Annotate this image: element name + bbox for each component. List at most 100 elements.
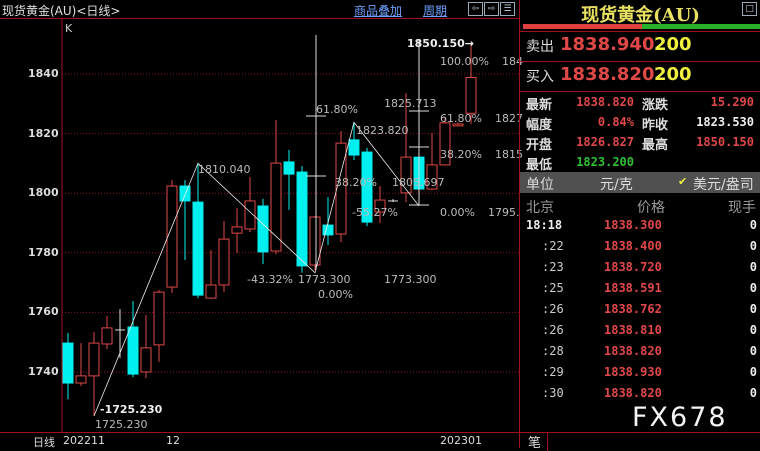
chart-annotation: -43.32% <box>247 273 293 286</box>
chart-annotation: 1823.820 <box>356 124 409 137</box>
tick-volume: 0 <box>749 344 757 358</box>
candle-body <box>205 284 217 299</box>
tick-volume: 0 <box>749 281 757 295</box>
period-link[interactable]: 周期 <box>423 4 448 18</box>
candle-body <box>348 139 360 156</box>
split-panel-icon[interactable]: ☰ <box>500 2 515 16</box>
buy-volume: 200 <box>654 64 692 85</box>
candle-body <box>179 185 191 202</box>
chart-annotation: 1815 <box>495 148 523 161</box>
y-tick: 1740 <box>28 365 59 378</box>
candle-body <box>400 156 412 194</box>
bid-ask-bar <box>523 24 760 29</box>
check-icon: ✔ <box>678 175 688 188</box>
stat-value: 1826.827 <box>576 135 634 149</box>
candle-body <box>439 122 451 166</box>
stat-label: 开盘 <box>526 138 553 153</box>
tick-time: :22 <box>542 239 564 253</box>
tick-row: :28 1838.820 0 <box>520 344 760 365</box>
tick-volume: 0 <box>749 302 757 316</box>
candle-body <box>465 77 477 114</box>
stat-label: 最新 <box>526 98 553 113</box>
chart-annotation: 38.20% <box>335 176 377 189</box>
candle-body <box>218 238 230 286</box>
unit-selector: 单位 元/克 ✔ 美元/盎司 <box>520 172 760 193</box>
stat-value: 0.84% <box>597 115 634 129</box>
tick-price: 1838.810 <box>604 323 662 337</box>
chart-annotation: 1773.300 <box>298 273 351 286</box>
tick-volume: 0 <box>749 386 757 400</box>
chart-annotation: 61.80% <box>316 103 358 116</box>
stat-label: 最低 <box>526 158 553 173</box>
chart-annotation: -55.27% <box>352 206 398 219</box>
time-header: 北京 <box>526 200 554 216</box>
tick-price: 1838.930 <box>604 365 662 379</box>
candle-body <box>166 185 178 288</box>
chart-annotation: 100.00% <box>440 55 489 68</box>
chart-annotation: 184 <box>502 55 523 68</box>
stat-label: 昨收 <box>642 118 669 133</box>
quote-panel: 现货黄金(AU) □ 卖出 1838.940 200 买入 1838.820 2… <box>519 0 760 451</box>
overlay-link[interactable]: 商品叠加 <box>354 4 403 18</box>
candle-body <box>153 291 165 346</box>
tick-volume: 0 <box>749 260 757 274</box>
candle-body <box>452 123 464 127</box>
arrow-left-icon[interactable]: ⇦ <box>468 2 483 16</box>
stat-label: 最高 <box>642 138 669 153</box>
chart-title: 现货黄金(AU)<日线> <box>2 4 121 18</box>
sell-volume: 200 <box>654 34 692 55</box>
maximize-icon[interactable]: □ <box>742 2 757 16</box>
unit-cny-option[interactable]: 元/克 <box>600 177 633 193</box>
panel-title: 现货黄金(AU) <box>581 5 700 26</box>
tick-row: 18:18 1838.300 0 <box>520 218 760 239</box>
chart-annotation: 1725.230 <box>95 418 148 431</box>
candle-body <box>127 326 139 375</box>
x-tick: 12 <box>166 434 180 447</box>
tick-volume: 0 <box>749 218 757 232</box>
candle-body <box>75 375 87 384</box>
y-tick: 1820 <box>28 126 59 140</box>
tick-time: :29 <box>542 365 564 379</box>
stat-value: 1823.530 <box>696 115 754 129</box>
candle-body <box>88 342 100 377</box>
tick-row: :22 1838.400 0 <box>520 239 760 260</box>
x-axis: 日线 202211 12 202301 <box>0 432 519 449</box>
arrow-right-icon[interactable]: ⇨ <box>484 2 499 16</box>
stat-value: 1823.200 <box>576 155 634 169</box>
watermark: FX678 <box>632 402 728 433</box>
candle-body <box>231 226 243 234</box>
candle-body <box>244 200 256 230</box>
tick-time: 18:18 <box>526 218 563 232</box>
unit-usd-option[interactable]: 美元/盎司 <box>693 177 754 193</box>
tick-row: :26 1838.810 0 <box>520 323 760 344</box>
period-label: 日线 <box>33 436 55 449</box>
tick-time: :30 <box>542 386 564 400</box>
candle-body <box>322 224 334 236</box>
tab-ticks[interactable]: 笔 <box>528 432 549 451</box>
tick-volume: 0 <box>749 323 757 337</box>
tick-price: 1838.300 <box>604 218 662 232</box>
trend-line <box>93 121 420 417</box>
sell-price: 1838.940 <box>560 34 655 55</box>
stat-label: 幅度 <box>526 118 553 133</box>
price-header: 价格 <box>637 200 665 216</box>
tick-row: :23 1838.720 0 <box>520 260 760 281</box>
stat-value: 15.290 <box>710 95 754 109</box>
buy-price: 1838.820 <box>560 64 655 85</box>
chart-annotation: 1810.040 <box>198 163 251 176</box>
tick-price: 1838.400 <box>604 239 662 253</box>
chart-annotation: 1805.697 <box>392 176 445 189</box>
chart-annotation: 0.00% <box>440 206 475 219</box>
stat-value: 1850.150 <box>696 135 754 149</box>
chart-annotation: 1773.300 <box>384 273 437 286</box>
candlestick-chart[interactable] <box>0 0 519 432</box>
chart-annotation: 61.80% <box>440 112 482 125</box>
chart-annotation: -1725.230 <box>100 403 163 416</box>
y-tick: 1800 <box>28 186 59 200</box>
chart-annotation: 1827 <box>495 112 523 125</box>
candle-body <box>309 216 321 266</box>
chart-annotation: 38.20% <box>440 148 482 161</box>
chart-annotation: 1850.150→ <box>407 37 474 50</box>
tick-time: :26 <box>542 323 564 337</box>
candle-body <box>426 164 438 190</box>
